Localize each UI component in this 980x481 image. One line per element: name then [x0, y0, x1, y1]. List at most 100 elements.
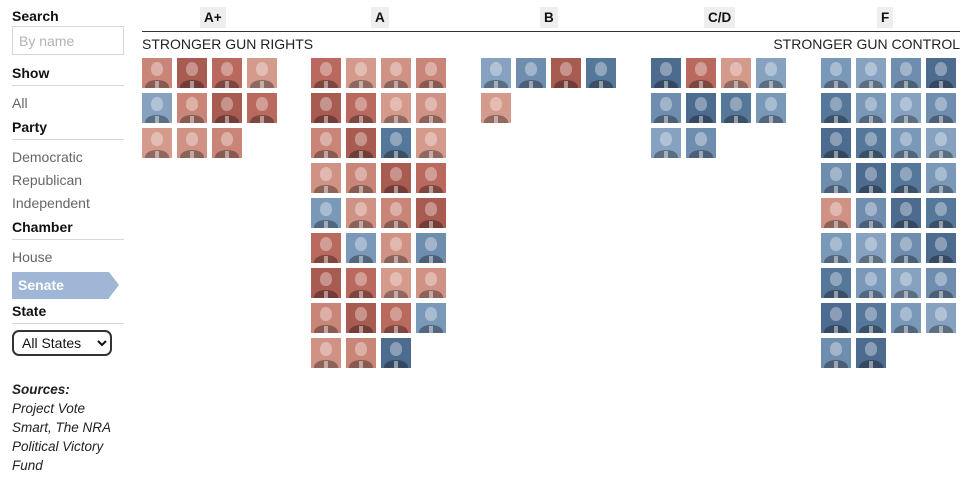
- senator-portrait-republican[interactable]: [346, 303, 376, 333]
- state-select[interactable]: All States: [12, 330, 112, 356]
- senator-portrait-democrat[interactable]: [311, 198, 341, 228]
- senator-portrait-democrat[interactable]: [891, 303, 921, 333]
- senator-portrait-democrat[interactable]: [856, 128, 886, 158]
- senator-portrait-republican[interactable]: [381, 198, 411, 228]
- senator-portrait-democrat[interactable]: [686, 128, 716, 158]
- senator-portrait-republican[interactable]: [311, 233, 341, 263]
- senator-portrait-democrat[interactable]: [686, 93, 716, 123]
- senator-portrait-democrat[interactable]: [821, 233, 851, 263]
- show-all-option[interactable]: All: [12, 95, 28, 111]
- senator-portrait-democrat[interactable]: [926, 233, 956, 263]
- senator-portrait-democrat[interactable]: [416, 233, 446, 263]
- senator-portrait-democrat[interactable]: [856, 338, 886, 368]
- senator-portrait-republican[interactable]: [481, 93, 511, 123]
- senator-portrait-republican[interactable]: [416, 128, 446, 158]
- senator-portrait-democrat[interactable]: [856, 303, 886, 333]
- search-input[interactable]: [12, 26, 124, 55]
- senator-portrait-democrat[interactable]: [381, 338, 411, 368]
- senator-portrait-democrat[interactable]: [856, 58, 886, 88]
- chamber-house-option[interactable]: House: [12, 249, 53, 265]
- senator-portrait-democrat[interactable]: [856, 268, 886, 298]
- senator-portrait-republican[interactable]: [212, 93, 242, 123]
- senator-portrait-democrat[interactable]: [926, 163, 956, 193]
- senator-portrait-republican[interactable]: [416, 163, 446, 193]
- senator-portrait-democrat[interactable]: [891, 93, 921, 123]
- senator-portrait-democrat[interactable]: [821, 268, 851, 298]
- senator-portrait-democrat[interactable]: [856, 233, 886, 263]
- senator-portrait-democrat[interactable]: [926, 198, 956, 228]
- senator-portrait-republican[interactable]: [821, 198, 851, 228]
- senator-portrait-democrat[interactable]: [821, 163, 851, 193]
- senator-portrait-democrat[interactable]: [891, 233, 921, 263]
- senator-portrait-republican[interactable]: [381, 163, 411, 193]
- senator-portrait-democrat[interactable]: [926, 93, 956, 123]
- senator-portrait-republican[interactable]: [346, 198, 376, 228]
- senator-portrait-democrat[interactable]: [821, 303, 851, 333]
- senator-portrait-democrat[interactable]: [891, 198, 921, 228]
- senator-portrait-republican[interactable]: [721, 58, 751, 88]
- senator-portrait-democrat[interactable]: [926, 268, 956, 298]
- senator-portrait-republican[interactable]: [212, 58, 242, 88]
- senator-portrait-republican[interactable]: [177, 128, 207, 158]
- senator-portrait-democrat[interactable]: [926, 128, 956, 158]
- senator-portrait-democrat[interactable]: [756, 93, 786, 123]
- senator-portrait-republican[interactable]: [247, 58, 277, 88]
- senator-portrait-republican[interactable]: [346, 268, 376, 298]
- senator-portrait-democrat[interactable]: [481, 58, 511, 88]
- senator-portrait-republican[interactable]: [346, 93, 376, 123]
- senator-portrait-democrat[interactable]: [926, 58, 956, 88]
- senator-portrait-republican[interactable]: [247, 93, 277, 123]
- senator-portrait-democrat[interactable]: [821, 338, 851, 368]
- senator-portrait-republican[interactable]: [381, 58, 411, 88]
- senator-portrait-republican[interactable]: [551, 58, 581, 88]
- senator-portrait-republican[interactable]: [311, 268, 341, 298]
- senator-portrait-democrat[interactable]: [416, 303, 446, 333]
- senator-portrait-democrat[interactable]: [381, 128, 411, 158]
- senator-portrait-republican[interactable]: [311, 303, 341, 333]
- senator-portrait-democrat[interactable]: [821, 58, 851, 88]
- senator-portrait-republican[interactable]: [346, 128, 376, 158]
- senator-portrait-republican[interactable]: [381, 303, 411, 333]
- senator-portrait-republican[interactable]: [416, 198, 446, 228]
- party-republican-option[interactable]: Republican: [12, 172, 83, 188]
- senator-portrait-democrat[interactable]: [891, 268, 921, 298]
- senator-portrait-democrat[interactable]: [142, 93, 172, 123]
- senator-portrait-democrat[interactable]: [756, 58, 786, 88]
- senator-portrait-democrat[interactable]: [856, 93, 886, 123]
- senator-portrait-democrat[interactable]: [651, 93, 681, 123]
- senator-portrait-democrat[interactable]: [346, 233, 376, 263]
- senator-portrait-republican[interactable]: [212, 128, 242, 158]
- senator-portrait-republican[interactable]: [142, 128, 172, 158]
- party-independent-option[interactable]: Independent: [12, 195, 90, 211]
- chamber-senate-option[interactable]: Senate: [12, 272, 119, 299]
- senator-portrait-republican[interactable]: [416, 93, 446, 123]
- senator-portrait-democrat[interactable]: [651, 58, 681, 88]
- senator-portrait-republican[interactable]: [346, 338, 376, 368]
- senator-portrait-republican[interactable]: [416, 58, 446, 88]
- senator-portrait-democrat[interactable]: [651, 128, 681, 158]
- senator-portrait-democrat[interactable]: [821, 128, 851, 158]
- senator-portrait-republican[interactable]: [177, 93, 207, 123]
- senator-portrait-democrat[interactable]: [856, 163, 886, 193]
- senator-portrait-republican[interactable]: [311, 128, 341, 158]
- senator-portrait-republican[interactable]: [311, 338, 341, 368]
- senator-portrait-republican[interactable]: [416, 268, 446, 298]
- party-democratic-option[interactable]: Democratic: [12, 149, 83, 165]
- senator-portrait-republican[interactable]: [381, 268, 411, 298]
- senator-portrait-democrat[interactable]: [516, 58, 546, 88]
- senator-portrait-republican[interactable]: [346, 58, 376, 88]
- senator-portrait-republican[interactable]: [311, 163, 341, 193]
- senator-portrait-democrat[interactable]: [891, 128, 921, 158]
- senator-portrait-democrat[interactable]: [856, 198, 886, 228]
- senator-portrait-republican[interactable]: [686, 58, 716, 88]
- senator-portrait-republican[interactable]: [311, 58, 341, 88]
- senator-portrait-democrat[interactable]: [891, 58, 921, 88]
- senator-portrait-democrat[interactable]: [721, 93, 751, 123]
- senator-portrait-democrat[interactable]: [821, 93, 851, 123]
- senator-portrait-democrat[interactable]: [586, 58, 616, 88]
- senator-portrait-democrat[interactable]: [926, 303, 956, 333]
- senator-portrait-republican[interactable]: [381, 93, 411, 123]
- senator-portrait-democrat[interactable]: [891, 163, 921, 193]
- senator-portrait-republican[interactable]: [311, 93, 341, 123]
- senator-portrait-republican[interactable]: [177, 58, 207, 88]
